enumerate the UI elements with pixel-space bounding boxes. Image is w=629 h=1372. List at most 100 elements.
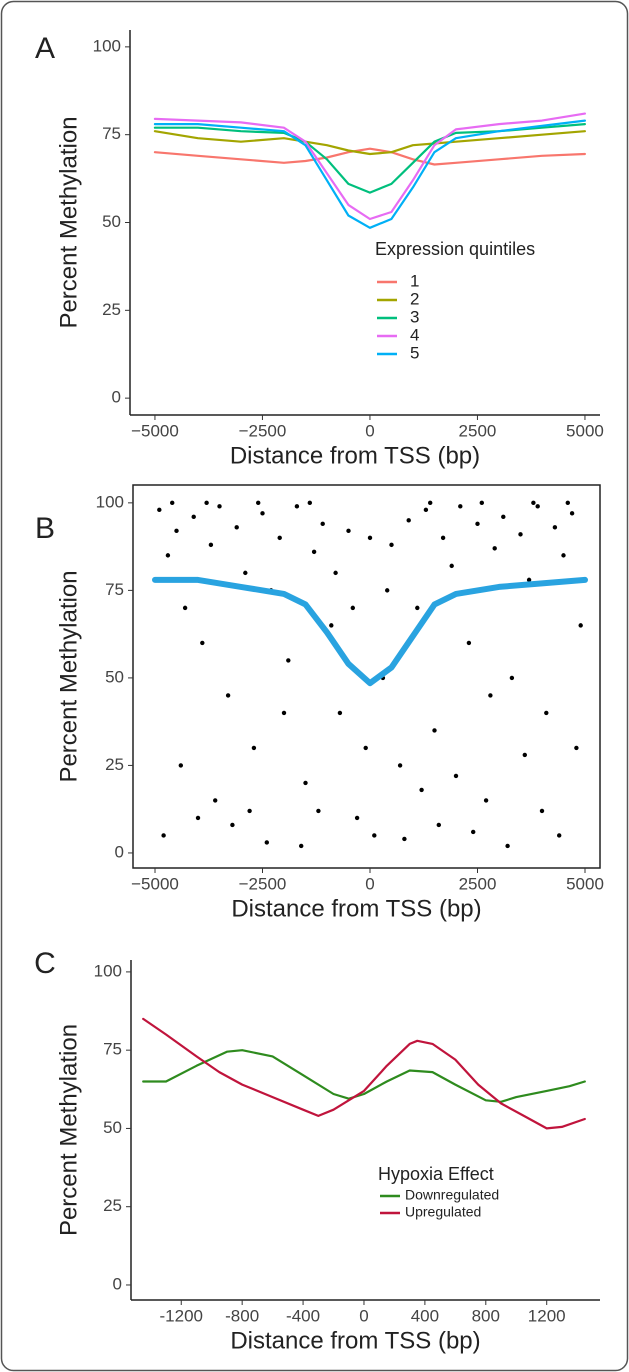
scatter-point — [256, 500, 261, 506]
series-line — [153, 119, 586, 229]
y-tick-label: 100 — [94, 961, 122, 980]
legend-label: 4 — [410, 325, 419, 344]
scatter-point — [213, 798, 218, 803]
x-tick-label: −2500 — [239, 874, 287, 893]
y-axis-label: Percent Methylation — [55, 1024, 82, 1236]
panel-label: C — [34, 947, 56, 980]
scatter-point — [178, 763, 184, 768]
scatter-point — [402, 836, 407, 842]
scatter-point — [453, 773, 459, 779]
legend-label: Downregulated — [405, 1187, 499, 1203]
scatter-point — [539, 808, 545, 814]
x-tick-label: -800 — [225, 1306, 259, 1325]
scatter-point — [161, 833, 166, 838]
scatter-point — [522, 752, 527, 758]
legend-label: 1 — [410, 271, 419, 290]
x-tick-label: -1200 — [160, 1306, 203, 1325]
x-tick-label: 2500 — [459, 874, 497, 893]
scatter-point — [556, 833, 562, 838]
x-tick-label: 1200 — [528, 1306, 566, 1325]
x-axis-label: Distance from TSS (bp) — [230, 442, 480, 469]
scatter-point — [200, 640, 205, 646]
scatter-point — [565, 500, 570, 506]
y-tick-label: 75 — [102, 124, 121, 143]
scatter-point — [535, 504, 540, 509]
scatter-point — [243, 570, 248, 576]
scatter-point — [230, 822, 235, 828]
y-tick-label: 25 — [105, 755, 124, 774]
scatter-point — [470, 829, 476, 835]
scatter-point — [247, 808, 252, 814]
legend-label: 5 — [410, 343, 419, 362]
scatter-point — [492, 546, 497, 551]
series-line — [142, 1049, 586, 1103]
y-tick-label: 0 — [115, 842, 124, 861]
scatter-point — [526, 577, 532, 583]
scatter-point — [479, 500, 484, 506]
scatter-point — [264, 840, 270, 845]
x-tick-label: 400 — [411, 1306, 439, 1325]
scatter-point — [544, 710, 549, 716]
scatter-point — [195, 815, 201, 821]
scatter-point — [320, 521, 325, 527]
scatter-point — [552, 525, 558, 530]
scatter-point — [385, 588, 390, 593]
scatter-point — [574, 745, 579, 751]
scatter-point — [174, 528, 179, 534]
y-tick-label: 100 — [93, 36, 121, 55]
scatter-point — [311, 549, 317, 555]
scatter-point — [475, 521, 480, 527]
y-tick-label: 25 — [103, 1196, 122, 1215]
legend-label: 2 — [410, 289, 419, 308]
series-line — [153, 112, 586, 221]
scatter-point — [423, 507, 429, 513]
scatter-point — [501, 514, 506, 520]
x-axis-label: Distance from TSS (bp) — [231, 895, 481, 922]
x-tick-label: 0 — [365, 874, 374, 893]
scatter-point — [337, 710, 343, 716]
scatter-point — [307, 500, 313, 506]
x-axis-label: Distance from TSS (bp) — [230, 1327, 480, 1354]
scatter-point — [397, 763, 403, 768]
y-tick-label: 50 — [105, 667, 124, 686]
panel-label: A — [35, 32, 55, 65]
series-line — [153, 147, 586, 166]
legend-title: Hypoxia Effect — [378, 1164, 494, 1184]
scatter-point — [518, 532, 523, 537]
x-tick-label: 2500 — [459, 421, 497, 440]
scatter-point — [350, 605, 356, 611]
x-tick-label: −5000 — [131, 874, 179, 893]
scatter-point — [234, 525, 239, 530]
scatter-point — [561, 553, 566, 558]
scatter-point — [432, 728, 437, 733]
x-tick-label: 5000 — [566, 874, 604, 893]
scatter-point — [346, 528, 351, 534]
scatter-point — [329, 623, 334, 628]
scatter-point — [204, 500, 209, 506]
scatter-point — [449, 563, 454, 569]
scatter-point — [294, 504, 300, 509]
y-tick-label: 75 — [105, 580, 124, 599]
y-tick-label: 75 — [103, 1040, 122, 1059]
scatter-point — [182, 605, 188, 611]
scatter-point — [165, 553, 171, 558]
scatter-point — [569, 511, 575, 516]
scatter-point — [170, 500, 175, 506]
scatter-point — [225, 693, 231, 698]
scatter-point — [488, 693, 493, 698]
y-tick-label: 0 — [112, 388, 121, 407]
scatter-point — [458, 504, 463, 509]
scatter-point — [333, 570, 338, 576]
scatter-point — [419, 787, 424, 793]
x-tick-label: 800 — [472, 1306, 500, 1325]
scatter-point — [208, 542, 214, 548]
scatter-point — [483, 798, 489, 803]
scatter-point — [354, 815, 360, 821]
scatter-point — [415, 605, 420, 611]
y-axis-label: Percent Methylation — [55, 570, 82, 782]
scatter-point — [428, 500, 433, 506]
scatter-point — [303, 780, 308, 786]
scatter-point — [372, 833, 377, 838]
